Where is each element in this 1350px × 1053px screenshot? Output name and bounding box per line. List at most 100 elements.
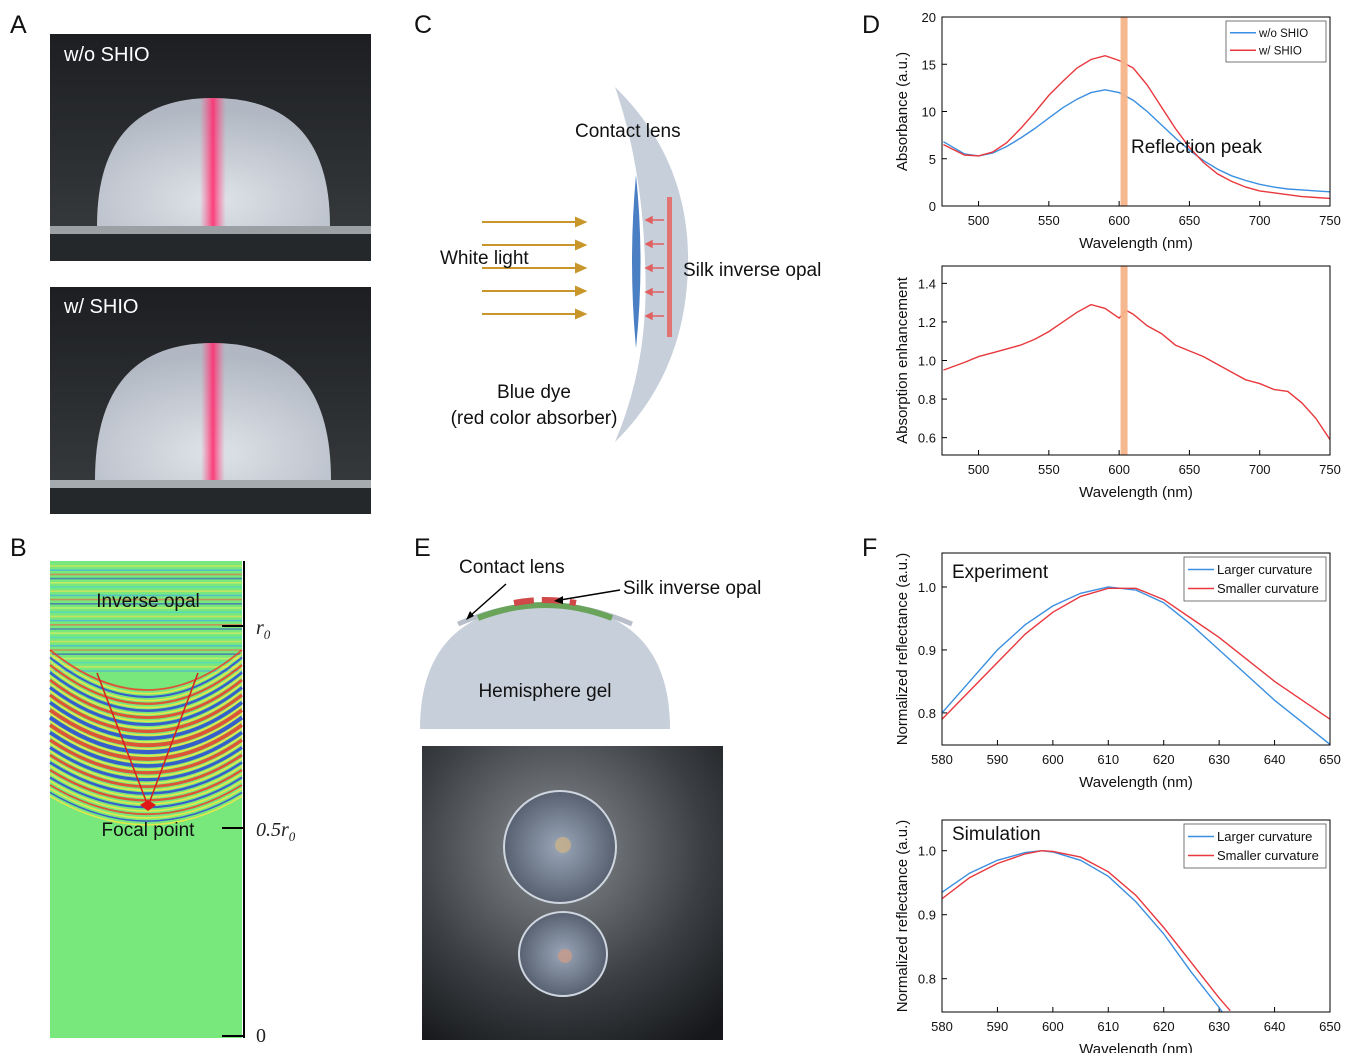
- x-tick-label: 620: [1153, 1019, 1175, 1034]
- x-tick-label: 650: [1319, 752, 1341, 767]
- y-tick-label: 15: [922, 57, 936, 72]
- y-tick-label: 0.8: [918, 972, 936, 987]
- panel-label: E: [414, 534, 431, 562]
- figure: A B C D E F w/o SHIO w/ SHIO Inverse opa…: [0, 0, 1350, 1053]
- photo: [422, 746, 723, 1040]
- legend-label: w/ SHIO: [1258, 45, 1302, 57]
- x-tick-label: 630: [1208, 1019, 1230, 1034]
- plot-frame: [942, 266, 1330, 455]
- panel-label: B: [10, 534, 27, 562]
- axis-label: 0: [256, 1025, 266, 1047]
- x-tick-label: 750: [1319, 462, 1341, 477]
- chart: 5005506006507007500.60.81.01.21.4Wavelen…: [894, 266, 1341, 501]
- x-tick-label: 650: [1179, 213, 1201, 228]
- x-tick-label: 600: [1108, 213, 1130, 228]
- y-tick-label: 0.6: [918, 431, 936, 446]
- y-tick-label: 1.0: [918, 844, 936, 859]
- highlight-band: [1121, 266, 1128, 455]
- label: Contact lens: [459, 557, 565, 578]
- gel-diagram: [420, 584, 670, 729]
- x-axis-label: Wavelength (nm): [1079, 484, 1193, 501]
- line-series: [942, 588, 1330, 719]
- panel-label: F: [862, 534, 877, 562]
- line-series: [943, 305, 1330, 440]
- x-tick-label: 600: [1042, 752, 1064, 767]
- y-tick-label: 1.2: [918, 315, 936, 330]
- legend-label: w/o SHIO: [1258, 28, 1308, 40]
- legend-label: Larger curvature: [1217, 562, 1312, 577]
- x-tick-label: 610: [1097, 752, 1119, 767]
- x-tick-label: 580: [931, 752, 953, 767]
- line-series: [942, 851, 1230, 1024]
- highlight-band: [1121, 17, 1128, 206]
- y-tick-label: 0.8: [918, 706, 936, 721]
- y-axis-label: Normalized reflectance (a.u.): [894, 553, 911, 746]
- y-tick-label: 0.9: [918, 908, 936, 923]
- plot-area: [942, 851, 1230, 1024]
- label: Hemisphere gel: [478, 681, 611, 702]
- x-tick-label: 500: [968, 213, 990, 228]
- x-tick-label: 640: [1264, 752, 1286, 767]
- x-tick-label: 700: [1249, 462, 1271, 477]
- y-tick-label: 10: [922, 105, 936, 120]
- x-tick-label: 600: [1108, 462, 1130, 477]
- label: White light: [440, 248, 529, 269]
- panel-label: D: [862, 11, 880, 39]
- x-tick-label: 590: [987, 752, 1009, 767]
- plot-area: [943, 266, 1330, 455]
- y-axis-label: Absorbance (a.u.): [894, 52, 911, 171]
- y-tick-label: 0.9: [918, 643, 936, 658]
- photo-label: w/ SHIO: [63, 296, 138, 318]
- label: Silk inverse opal: [683, 260, 821, 281]
- label: Contact lens: [575, 121, 681, 142]
- annotation: Reflection peak: [1131, 137, 1262, 158]
- charts: 50055060065070075005101520Wavelength (nm…: [894, 10, 1341, 1053]
- label: Silk inverse opal: [623, 578, 761, 599]
- y-tick-label: 1.4: [918, 276, 936, 291]
- legend-label: Smaller curvature: [1217, 581, 1319, 596]
- line-series: [942, 587, 1330, 744]
- x-axis-label: Wavelength (nm): [1079, 774, 1193, 791]
- label: Blue dye: [497, 382, 571, 403]
- x-tick-label: 500: [968, 462, 990, 477]
- x-tick-label: 610: [1097, 1019, 1119, 1034]
- y-tick-label: 1.0: [918, 580, 936, 595]
- axis-label: r0: [256, 617, 271, 642]
- y-tick-label: 1.0: [918, 354, 936, 369]
- plot-area: [942, 587, 1330, 744]
- legend-label: Larger curvature: [1217, 829, 1312, 844]
- panel-label: C: [414, 11, 432, 39]
- x-axis-label: Wavelength (nm): [1079, 235, 1193, 252]
- photo: [50, 34, 371, 261]
- x-tick-label: 600: [1042, 1019, 1064, 1034]
- annotation: Experiment: [952, 562, 1049, 583]
- photo-label: w/o SHIO: [63, 44, 150, 66]
- photo: [50, 287, 371, 514]
- legend-label: Smaller curvature: [1217, 848, 1319, 863]
- x-tick-label: 700: [1249, 213, 1271, 228]
- x-tick-label: 580: [931, 1019, 953, 1034]
- y-tick-label: 0.8: [918, 392, 936, 407]
- y-axis-label: Normalized reflectance (a.u.): [894, 820, 911, 1013]
- chart: 580 590 600 610 620 630 640 650 0.8 0.9 1.0 Wavelen…: [894, 820, 1341, 1053]
- y-axis-label: Absorption enhancement: [894, 276, 911, 444]
- annotation: Simulation: [952, 824, 1041, 845]
- x-tick-label: 620: [1153, 752, 1175, 767]
- label: Focal point: [102, 820, 196, 841]
- line-series: [943, 56, 1330, 199]
- x-tick-label: 650: [1179, 462, 1201, 477]
- line-series: [942, 851, 1230, 1011]
- label: Inverse opal: [96, 591, 200, 612]
- panel-label: A: [10, 11, 27, 39]
- x-tick-label: 550: [1038, 213, 1060, 228]
- y-tick-label: 20: [922, 10, 936, 25]
- x-tick-label: 590: [987, 1019, 1009, 1034]
- axis-label: 0.5r0: [256, 819, 296, 844]
- label: (red color absorber): [451, 408, 618, 429]
- x-tick-label: 640: [1264, 1019, 1286, 1034]
- x-tick-label: 750: [1319, 213, 1341, 228]
- x-axis-label: Wavelength (nm): [1079, 1041, 1193, 1053]
- x-tick-label: 650: [1319, 1019, 1341, 1034]
